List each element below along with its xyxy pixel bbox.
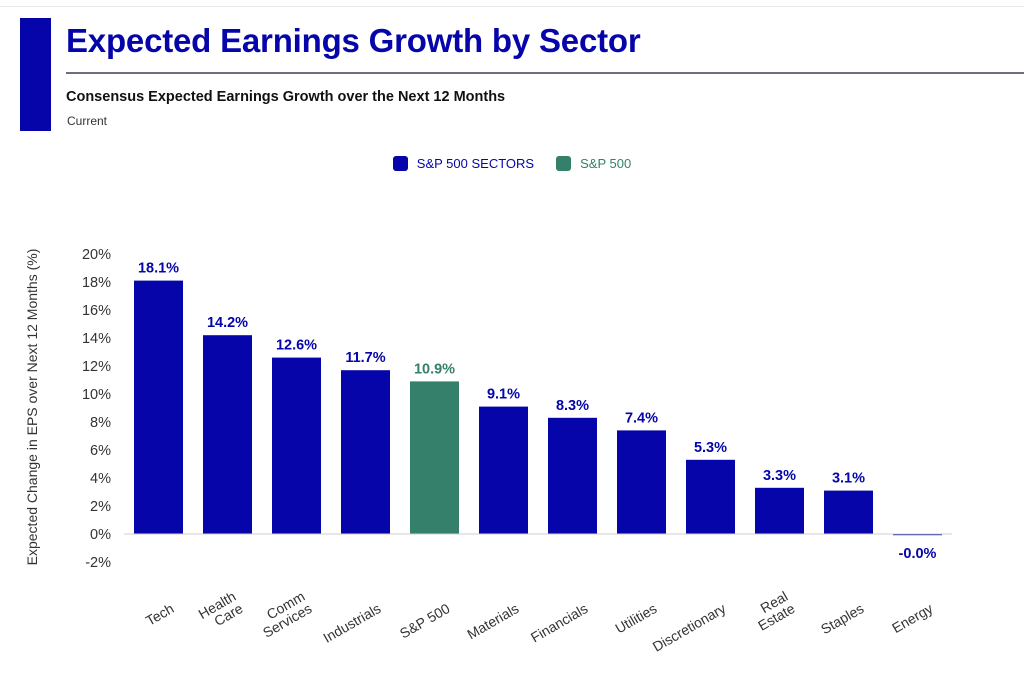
- x-tick-label-line: Financials: [528, 600, 591, 645]
- x-tick-label: Materials: [464, 600, 521, 642]
- data-label: 12.6%: [276, 338, 317, 354]
- y-tick-label: 16%: [82, 303, 111, 319]
- x-tick-label: S&P 500: [397, 600, 453, 641]
- y-tick-label: 2%: [90, 499, 111, 515]
- legend-item-sectors[interactable]: S&P 500 SECTORS: [392, 156, 535, 171]
- x-tick-label-line: S&P 500: [397, 600, 453, 641]
- brand-accent-bar: [20, 18, 51, 131]
- y-tick-label: 4%: [90, 471, 111, 487]
- data-label: 3.1%: [832, 471, 865, 487]
- page-title: Expected Earnings Growth by Sector: [66, 22, 641, 59]
- legend-label-index: S&P 500: [580, 156, 632, 171]
- x-tick-label: Discretionary: [650, 600, 729, 655]
- data-label: -0.0%: [899, 546, 937, 562]
- x-tick-label: Financials: [528, 600, 591, 645]
- bar: [479, 406, 528, 534]
- x-tick-label-line: Staples: [818, 600, 866, 637]
- chart-caption: Current: [67, 114, 108, 128]
- x-tick-label: Industrials: [320, 600, 383, 646]
- bar: [341, 370, 390, 534]
- y-tick-label: 0%: [90, 527, 111, 543]
- y-tick-label: -2%: [85, 555, 111, 571]
- x-tick-label: Energy: [889, 600, 935, 636]
- x-tick-label: Utilities: [612, 600, 659, 636]
- data-label: 7.4%: [625, 410, 658, 426]
- x-tick-label-line: Energy: [889, 600, 935, 636]
- x-tick-label-line: Industrials: [320, 600, 383, 646]
- y-axis: -2% 0% 2% 4% 6% 8% 10% 12% 14% 16% 18% 20% Expected …: [24, 247, 111, 571]
- legend-swatch-index: [556, 156, 572, 171]
- title-divider: [66, 72, 1024, 74]
- bar: [134, 280, 183, 534]
- bar: [893, 534, 942, 536]
- bar: [272, 357, 321, 534]
- x-tick-label: Staples: [818, 600, 866, 637]
- bar: [617, 430, 666, 534]
- data-label: 10.9%: [414, 361, 455, 377]
- legend-label-sectors: S&P 500 SECTORS: [416, 156, 535, 171]
- top-divider: [0, 6, 1024, 7]
- bar: [203, 335, 252, 534]
- y-tick-label: 10%: [82, 387, 111, 403]
- y-tick-label: 20%: [82, 247, 111, 263]
- x-tick-label-line: Utilities: [612, 600, 659, 636]
- bars: 18.1% 14.2% 12.6% 11.7% 10.9% 9.1% 8.3% 7.4% 5.3…: [134, 261, 942, 562]
- legend-swatch-sectors: [392, 156, 408, 171]
- data-label: 3.3%: [763, 468, 796, 484]
- bar: [755, 487, 804, 534]
- data-label: 8.3%: [556, 398, 589, 414]
- chart-subtitle: Consensus Expected Earnings Growth over …: [66, 89, 506, 105]
- y-tick-label: 14%: [82, 331, 111, 347]
- x-tick-label-line: Discretionary: [650, 600, 729, 655]
- x-tick-label-line: Tech: [143, 600, 177, 629]
- y-tick-label: 12%: [82, 359, 111, 375]
- x-tick-label-line: Materials: [464, 600, 521, 642]
- y-tick-label: 8%: [90, 415, 111, 431]
- x-tick-label: Tech: [143, 600, 177, 629]
- data-label: 5.3%: [694, 440, 727, 456]
- data-label: 14.2%: [207, 315, 248, 331]
- data-label: 9.1%: [487, 387, 520, 403]
- bar: [686, 459, 735, 534]
- bar: [824, 490, 873, 534]
- data-label: 18.1%: [138, 261, 179, 277]
- y-tick-label: 6%: [90, 443, 111, 459]
- y-tick-label: 18%: [82, 275, 111, 291]
- y-axis-label: Expected Change in EPS over Next 12 Mont…: [24, 249, 40, 566]
- bar: [548, 417, 597, 534]
- chart-legend: S&P 500 SECTORS S&P 500: [0, 156, 1024, 171]
- data-label: 11.7%: [345, 350, 385, 366]
- bar: [410, 381, 459, 534]
- legend-item-index[interactable]: S&P 500: [556, 156, 631, 171]
